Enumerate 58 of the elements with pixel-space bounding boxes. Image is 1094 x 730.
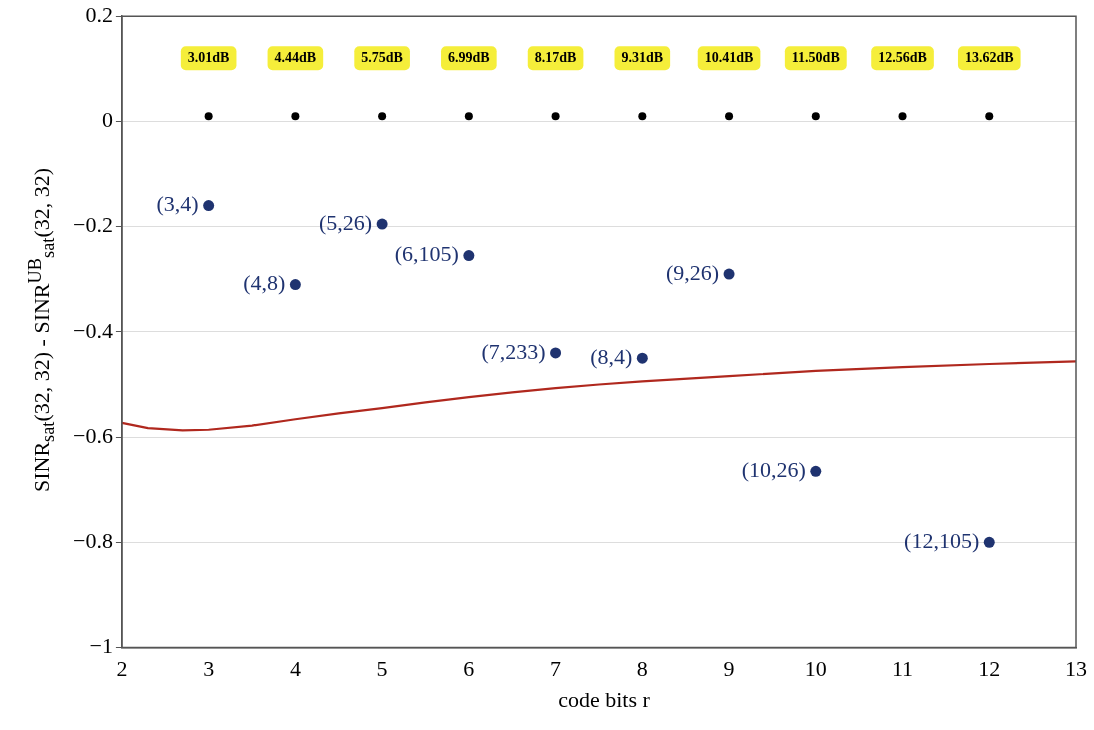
point: [898, 112, 907, 121]
annotation: 9.31dB: [621, 49, 664, 65]
point: [204, 112, 213, 121]
annotation: (8,4): [590, 343, 633, 369]
annotation: 11.50dB: [791, 49, 840, 65]
point: [638, 112, 647, 121]
x-tick-label: 7: [550, 655, 562, 681]
y-tick-label: −0.8: [72, 528, 113, 554]
annotation: (3,4): [156, 191, 199, 217]
annotation: 10.41dB: [704, 49, 754, 65]
annotation: 12.56dB: [878, 49, 927, 65]
x-tick-label: 2: [116, 655, 128, 681]
point: [203, 200, 215, 212]
point: [725, 112, 734, 121]
point: [723, 268, 735, 280]
annotation: 8.17dB: [534, 49, 577, 65]
annotation: (7,233): [481, 338, 546, 364]
y-tick-label: 0.2: [85, 1, 113, 27]
point: [810, 465, 822, 477]
x-tick-label: 10: [804, 655, 827, 681]
y-tick-label: 0: [101, 107, 113, 133]
point: [464, 112, 473, 121]
x-tick-label: 13: [1065, 655, 1087, 681]
point: [291, 112, 300, 121]
y-tick-label: −0.6: [72, 422, 113, 448]
x-tick-label: 6: [463, 655, 475, 681]
x-tick-label: 12: [978, 655, 1001, 681]
annotation: (12,105): [904, 528, 980, 554]
point: [551, 112, 560, 121]
annotation: 5.75dB: [361, 49, 403, 65]
x-tick-label: 5: [376, 655, 388, 681]
y-tick-label: −0.2: [72, 212, 113, 238]
annotation: (10,26): [741, 457, 806, 483]
annotation: 3.01dB: [187, 49, 230, 65]
annotation: (9,26): [665, 259, 720, 285]
y-tick-label: −1: [89, 633, 113, 659]
point: [376, 218, 388, 230]
point: [811, 112, 820, 121]
point: [636, 352, 648, 364]
point: [983, 536, 995, 548]
x-tick-label: 9: [723, 655, 735, 681]
point: [289, 279, 301, 291]
point: [985, 112, 994, 121]
annotation: (5,26): [318, 209, 373, 235]
annotation: 6.99dB: [448, 49, 490, 65]
annotation: 13.62dB: [964, 49, 1014, 65]
y-tick-label: −0.4: [72, 317, 113, 343]
x-tick-label: 3: [203, 655, 215, 681]
annotation: (6,105): [394, 241, 459, 267]
point: [463, 250, 475, 262]
annotation: 4.44dB: [274, 49, 317, 65]
x-tick-label: 4: [289, 655, 301, 681]
point: [550, 347, 562, 359]
x-tick-label: 8: [636, 655, 648, 681]
x-tick-label: 11: [891, 655, 914, 681]
point: [378, 112, 387, 121]
x-axis-title: code bits r: [558, 687, 650, 713]
annotation: (4,8): [243, 270, 286, 296]
